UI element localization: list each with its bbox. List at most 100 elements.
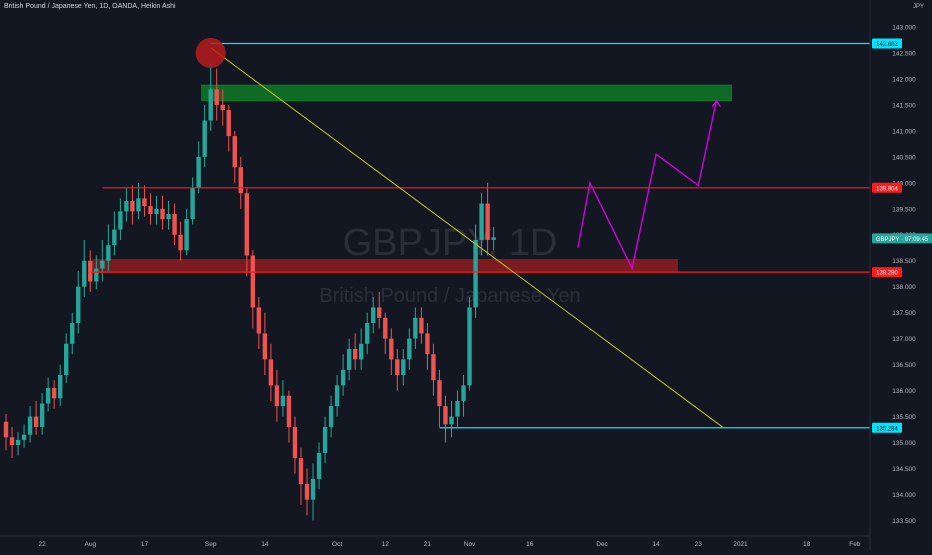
candle-body bbox=[449, 416, 454, 425]
price-tick-label: 139.500 bbox=[892, 206, 916, 213]
candle-body bbox=[425, 333, 430, 355]
candle-body bbox=[395, 359, 400, 375]
candle-body bbox=[485, 203, 490, 240]
candle-body bbox=[389, 338, 394, 360]
price-tick-label: 137.000 bbox=[892, 336, 916, 343]
time-tick-label: 21 bbox=[424, 541, 432, 548]
price-tick-label: 141.000 bbox=[892, 128, 916, 135]
candle-body bbox=[112, 229, 117, 246]
candle-body bbox=[172, 213, 177, 235]
time-tick-label: Feb bbox=[849, 541, 861, 548]
candle-body bbox=[443, 406, 448, 425]
candle-body bbox=[160, 208, 165, 220]
candle-body bbox=[130, 200, 135, 212]
candle-body bbox=[15, 439, 21, 446]
candle-body bbox=[82, 260, 87, 287]
candle-body bbox=[292, 426, 298, 459]
candle-body bbox=[280, 395, 286, 407]
candle-body bbox=[413, 317, 418, 339]
demand-zone bbox=[92, 259, 678, 273]
candle-body bbox=[316, 452, 322, 479]
candle-body bbox=[262, 333, 268, 360]
candle-body bbox=[250, 255, 256, 308]
candle-body bbox=[154, 208, 159, 214]
candle-body bbox=[190, 188, 195, 220]
candle-body bbox=[467, 307, 472, 386]
candle-body bbox=[298, 458, 304, 485]
candle-body bbox=[21, 434, 27, 440]
candle-body bbox=[76, 286, 81, 324]
price-tick-label: 133.500 bbox=[892, 518, 916, 525]
price-axis-badge bbox=[872, 38, 902, 49]
candle-body bbox=[148, 206, 153, 214]
candle-body bbox=[286, 395, 292, 427]
candle-body bbox=[196, 156, 201, 188]
candle-body bbox=[334, 385, 340, 407]
supply-zone bbox=[201, 84, 732, 102]
price-tick-label: 143.000 bbox=[892, 24, 916, 31]
price-tick-label: 140.500 bbox=[892, 154, 916, 161]
time-tick-label: 23 bbox=[695, 541, 703, 548]
time-tick-label: 2021 bbox=[733, 541, 748, 548]
candle-body bbox=[64, 343, 69, 375]
candle-body bbox=[166, 213, 171, 220]
candle-body bbox=[220, 104, 225, 111]
price-axis-badge-label: 139.904 bbox=[876, 186, 898, 192]
candle-body bbox=[100, 260, 105, 269]
candle-body bbox=[178, 234, 183, 251]
candle-body bbox=[27, 416, 33, 435]
candle-body bbox=[70, 323, 75, 344]
time-tick-label: 18 bbox=[803, 541, 811, 548]
candle-body bbox=[118, 211, 123, 230]
candle-body bbox=[57, 374, 63, 399]
candle-body bbox=[304, 484, 310, 500]
price-tick-label: 136.000 bbox=[892, 388, 916, 395]
candle-body bbox=[39, 403, 45, 427]
candle-body bbox=[419, 317, 424, 334]
candle-body bbox=[208, 89, 213, 121]
time-tick-label: Oct bbox=[332, 541, 342, 548]
price-tick-label: 135.500 bbox=[892, 414, 916, 421]
trendline bbox=[210, 47, 723, 428]
price-tick-label: 137.500 bbox=[892, 310, 916, 317]
price-axis-badge bbox=[872, 233, 932, 244]
candle-body bbox=[407, 338, 412, 360]
time-tick-label: 16 bbox=[526, 541, 534, 548]
candle-body bbox=[401, 359, 406, 375]
candle-body bbox=[106, 245, 111, 261]
candle-body bbox=[94, 268, 99, 282]
price-tick-label: 136.500 bbox=[892, 362, 916, 369]
candle-body bbox=[244, 193, 250, 256]
top-marker-circle bbox=[195, 37, 226, 68]
price-axis-badge-label: 138.280 bbox=[876, 271, 898, 277]
candle-body bbox=[45, 387, 51, 404]
price-tick-label: 140.000 bbox=[892, 180, 916, 187]
price-axis-badge-label: GBPJPY · 07:09:45 bbox=[876, 237, 929, 243]
candle-body bbox=[310, 478, 316, 500]
candle-body bbox=[352, 349, 358, 360]
candle-body bbox=[328, 406, 334, 427]
time-tick-label: 22 bbox=[39, 541, 47, 548]
candle-body bbox=[33, 416, 39, 427]
candle-body bbox=[383, 317, 388, 339]
candle-body bbox=[184, 219, 189, 251]
price-axis-badge-label: 142.682 bbox=[876, 42, 898, 48]
price-axis-badge bbox=[872, 182, 902, 193]
candle-body bbox=[238, 167, 243, 194]
price-tick-label: 138.000 bbox=[892, 284, 916, 291]
candle-body bbox=[437, 380, 442, 407]
candle-body bbox=[340, 369, 346, 386]
candle-body bbox=[9, 437, 15, 446]
candle-body bbox=[3, 421, 9, 438]
candle-body bbox=[491, 237, 496, 240]
price-tick-label: 142.000 bbox=[892, 76, 916, 83]
candle-body bbox=[358, 343, 364, 360]
candle-body bbox=[365, 323, 370, 344]
currency-badge: JPY bbox=[912, 4, 924, 10]
candle-body bbox=[479, 203, 484, 240]
price-axis-badge bbox=[872, 422, 902, 433]
price-tick-label: 135.000 bbox=[892, 440, 916, 447]
